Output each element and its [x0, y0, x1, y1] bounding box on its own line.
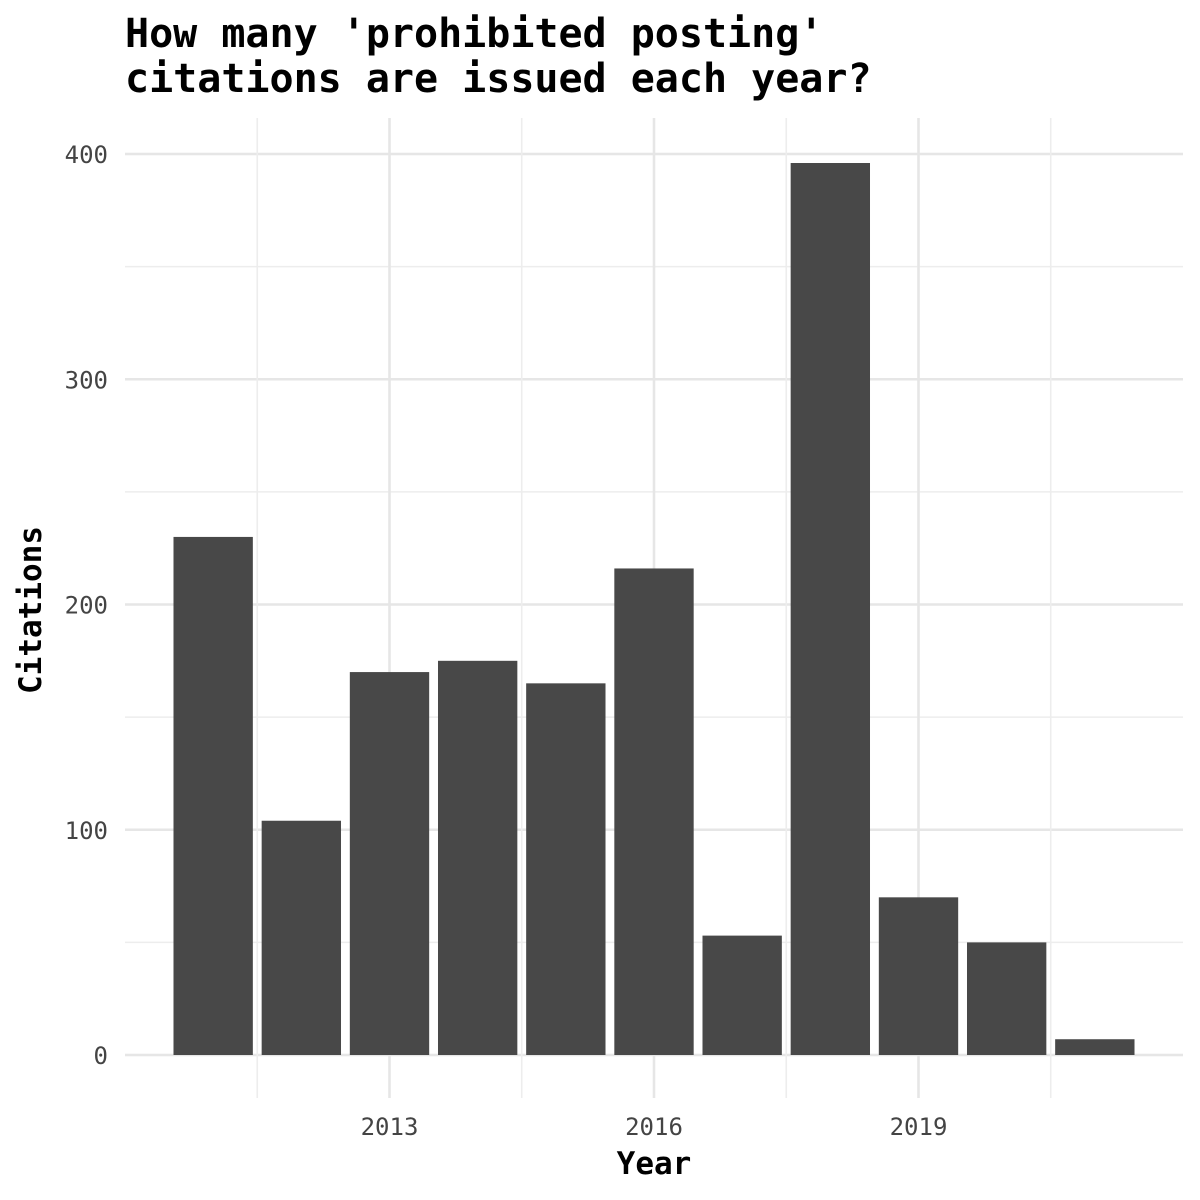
bar-series	[173, 163, 1135, 1055]
y-tick-label: 400	[65, 141, 108, 169]
bar-2017	[702, 935, 782, 1055]
bar-2020	[966, 942, 1047, 1055]
y-axis-ticks: 0 100 200 300 400	[65, 141, 108, 1070]
bar-2011	[173, 536, 253, 1055]
y-tick-label: 200	[65, 592, 108, 620]
bar-2016	[614, 568, 694, 1055]
bar-2015	[526, 683, 606, 1055]
bar-2012	[261, 820, 342, 1055]
x-axis-title: Year	[617, 1146, 692, 1182]
x-axis-ticks: 2013 2016 2019	[361, 1113, 948, 1141]
bar-2021	[1055, 1039, 1135, 1055]
bar-2019	[878, 897, 959, 1055]
bar-2013	[349, 672, 430, 1055]
y-tick-label: 300	[65, 366, 108, 394]
chart-title-line-2: citations are issued each year?	[125, 56, 872, 102]
chart-title-line-1: How many 'prohibited posting'	[125, 11, 823, 57]
bar-2018	[790, 163, 871, 1055]
y-tick-label: 100	[65, 817, 108, 845]
y-tick-label: 0	[94, 1042, 108, 1070]
x-tick-label: 2013	[361, 1113, 419, 1141]
bar-2014	[437, 660, 518, 1055]
y-axis-title: Citations	[13, 526, 49, 694]
x-tick-label: 2016	[625, 1113, 683, 1141]
x-tick-label: 2019	[890, 1113, 948, 1141]
